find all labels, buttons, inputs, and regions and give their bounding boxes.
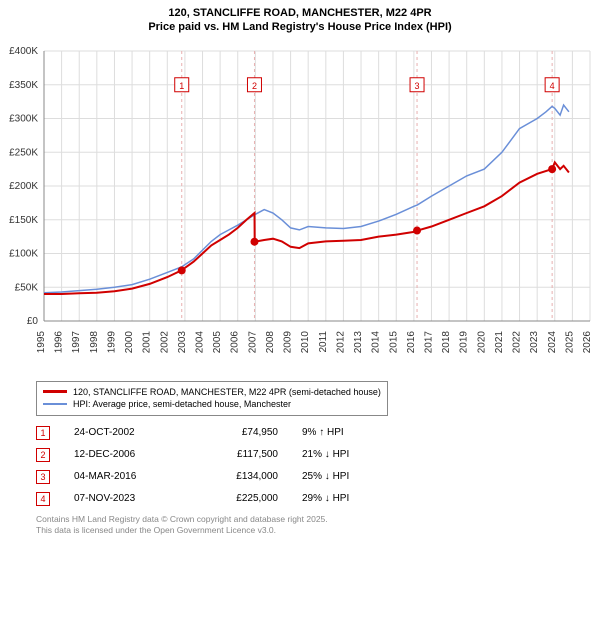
- legend-label-2: HPI: Average price, semi-detached house,…: [73, 398, 291, 411]
- svg-text:£100K: £100K: [9, 248, 38, 259]
- svg-text:2017: 2017: [423, 330, 434, 353]
- svg-text:2022: 2022: [512, 330, 523, 353]
- svg-text:2000: 2000: [124, 330, 135, 353]
- chart-plot: £0 £50K £100K £150K £200K £250K £300K £350K £400…: [0, 43, 600, 373]
- svg-text:2002: 2002: [159, 330, 170, 353]
- tx-price: £117,500: [198, 449, 278, 460]
- svg-text:2015: 2015: [388, 330, 399, 353]
- svg-text:2005: 2005: [212, 330, 223, 353]
- legend-label-1: 120, STANCLIFFE ROAD, MANCHESTER, M22 4P…: [73, 386, 381, 399]
- svg-text:2013: 2013: [353, 330, 364, 353]
- tx-date: 24-OCT-2002: [74, 427, 174, 438]
- footnote: Contains HM Land Registry data © Crown c…: [36, 514, 600, 536]
- svg-text:2007: 2007: [247, 330, 258, 353]
- svg-text:1998: 1998: [89, 330, 100, 353]
- tx-marker: 4: [36, 492, 50, 506]
- tx-date: 07-NOV-2023: [74, 493, 174, 504]
- tx-date: 04-MAR-2016: [74, 471, 174, 482]
- svg-text:2023: 2023: [529, 330, 540, 353]
- svg-text:£350K: £350K: [9, 79, 38, 90]
- tx-hpi: 9% ↑ HPI: [302, 427, 392, 438]
- tx-hpi: 29% ↓ HPI: [302, 493, 392, 504]
- transaction-row: 4 07-NOV-2023 £225,000 29% ↓ HPI: [36, 492, 600, 506]
- svg-text:2016: 2016: [406, 330, 417, 353]
- tx-price: £74,950: [198, 427, 278, 438]
- svg-text:2020: 2020: [476, 330, 487, 353]
- transaction-row: 3 04-MAR-2016 £134,000 25% ↓ HPI: [36, 470, 600, 484]
- legend-swatch-1: [43, 390, 67, 393]
- svg-text:2006: 2006: [230, 330, 241, 353]
- transaction-row: 2 12-DEC-2006 £117,500 21% ↓ HPI: [36, 448, 600, 462]
- svg-text:2021: 2021: [494, 330, 505, 353]
- svg-text:2009: 2009: [283, 330, 294, 353]
- svg-text:2026: 2026: [582, 330, 593, 353]
- tx-price: £225,000: [198, 493, 278, 504]
- svg-text:£150K: £150K: [9, 214, 38, 225]
- svg-text:2008: 2008: [265, 330, 276, 353]
- svg-text:£0: £0: [27, 316, 39, 327]
- svg-text:3: 3: [415, 80, 420, 90]
- svg-text:£50K: £50K: [15, 282, 39, 293]
- tx-date: 12-DEC-2006: [74, 449, 174, 460]
- svg-text:2011: 2011: [318, 330, 329, 352]
- svg-text:4: 4: [550, 80, 555, 90]
- legend: 120, STANCLIFFE ROAD, MANCHESTER, M22 4P…: [36, 381, 388, 416]
- svg-text:2: 2: [252, 80, 257, 90]
- svg-text:£200K: £200K: [9, 181, 38, 192]
- svg-text:2024: 2024: [547, 330, 558, 353]
- chart-title: 120, STANCLIFFE ROAD, MANCHESTER, M22 4P…: [0, 6, 600, 35]
- tx-hpi: 25% ↓ HPI: [302, 471, 392, 482]
- svg-text:£250K: £250K: [9, 147, 38, 158]
- svg-text:1: 1: [179, 80, 184, 90]
- svg-text:£300K: £300K: [9, 113, 38, 124]
- title-line-1: 120, STANCLIFFE ROAD, MANCHESTER, M22 4P…: [0, 6, 600, 20]
- svg-text:1999: 1999: [106, 330, 117, 353]
- svg-text:2012: 2012: [335, 330, 346, 353]
- tx-price: £134,000: [198, 471, 278, 482]
- svg-text:1995: 1995: [36, 330, 47, 353]
- transactions-table: 1 24-OCT-2002 £74,950 9% ↑ HPI 2 12-DEC-2006 £…: [36, 426, 600, 506]
- svg-text:1996: 1996: [54, 330, 65, 353]
- tx-hpi: 21% ↓ HPI: [302, 449, 392, 460]
- svg-text:1997: 1997: [71, 330, 82, 353]
- svg-text:2010: 2010: [300, 330, 311, 353]
- legend-row-1: 120, STANCLIFFE ROAD, MANCHESTER, M22 4P…: [43, 386, 381, 399]
- footnote-line-1: Contains HM Land Registry data © Crown c…: [36, 514, 600, 525]
- transaction-row: 1 24-OCT-2002 £74,950 9% ↑ HPI: [36, 426, 600, 440]
- title-line-2: Price paid vs. HM Land Registry's House …: [0, 20, 600, 34]
- svg-text:2001: 2001: [142, 330, 153, 353]
- svg-text:2004: 2004: [195, 330, 206, 353]
- footnote-line-2: This data is licensed under the Open Gov…: [36, 525, 600, 536]
- tx-marker: 3: [36, 470, 50, 484]
- svg-text:2003: 2003: [177, 330, 188, 353]
- svg-text:2019: 2019: [459, 330, 470, 353]
- legend-swatch-2: [43, 403, 67, 405]
- svg-text:2025: 2025: [564, 330, 575, 353]
- legend-row-2: HPI: Average price, semi-detached house,…: [43, 398, 381, 411]
- tx-marker: 2: [36, 448, 50, 462]
- svg-text:2018: 2018: [441, 330, 452, 353]
- chart-svg: £0 £50K £100K £150K £200K £250K £300K £350K £400…: [0, 43, 600, 373]
- svg-text:£400K: £400K: [9, 46, 38, 57]
- tx-marker: 1: [36, 426, 50, 440]
- svg-text:2014: 2014: [371, 330, 382, 353]
